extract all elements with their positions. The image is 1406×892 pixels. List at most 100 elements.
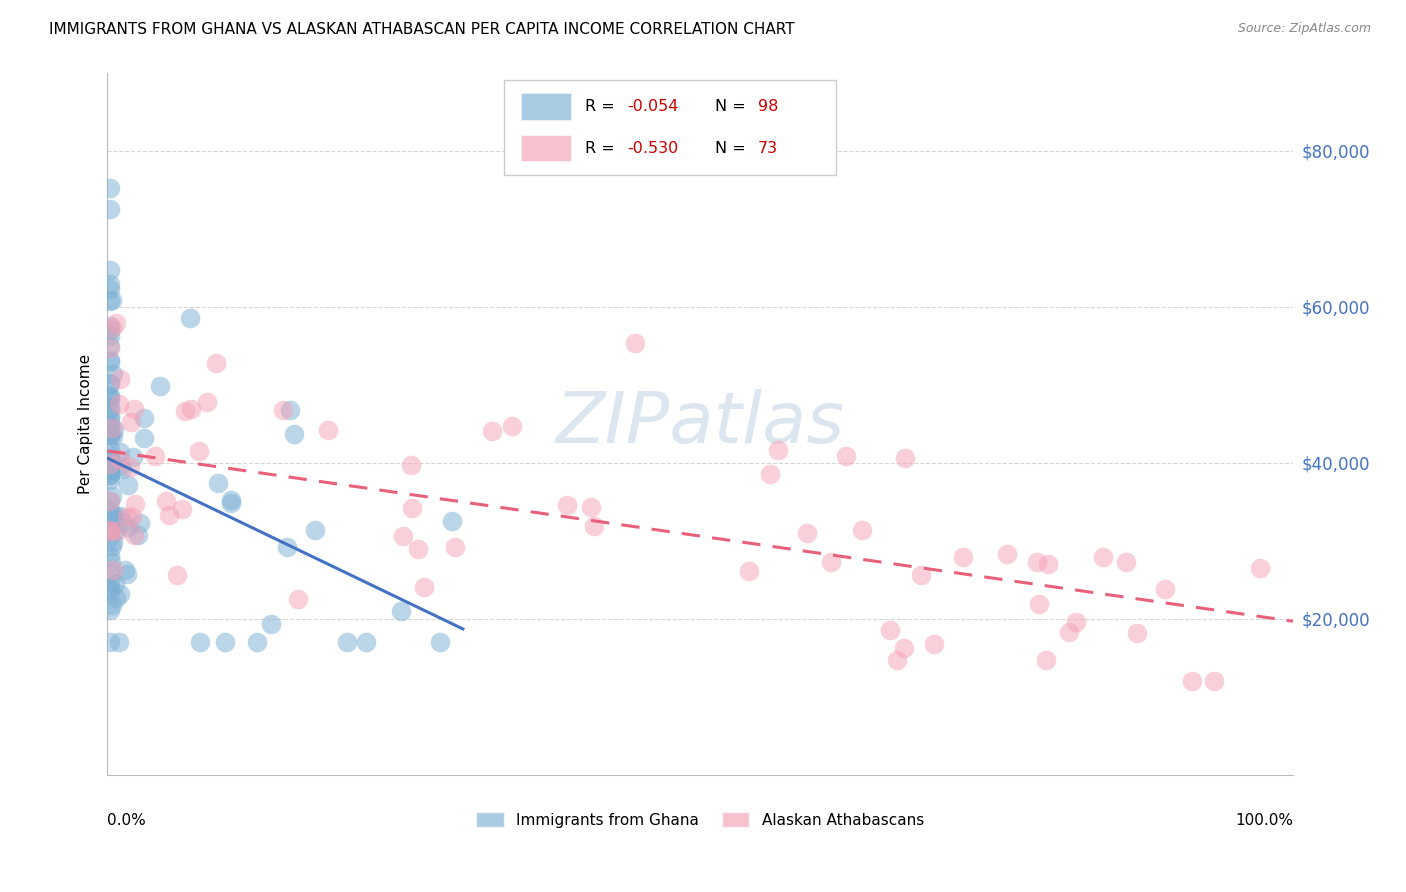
Point <box>124 401 146 416</box>
Point <box>583 519 606 533</box>
Point <box>180 402 202 417</box>
Point <box>356 635 378 649</box>
Point <box>98 393 121 408</box>
Point <box>98 390 121 404</box>
Point <box>101 367 124 381</box>
Point <box>98 454 121 468</box>
Point <box>444 540 467 554</box>
Point <box>174 404 197 418</box>
Point <box>1036 557 1059 571</box>
Point <box>98 376 121 391</box>
Y-axis label: Per Capita Income: Per Capita Income <box>79 354 93 494</box>
Point <box>117 478 139 492</box>
Point <box>98 523 121 537</box>
Point <box>98 494 121 508</box>
Point <box>1057 624 1080 639</box>
Point <box>1035 653 1057 667</box>
Point <box>149 379 172 393</box>
Point <box>166 567 188 582</box>
Point <box>894 451 917 466</box>
Point <box>1064 615 1087 629</box>
Point <box>108 451 131 466</box>
Point <box>104 524 127 539</box>
Point <box>98 574 121 589</box>
Point <box>188 443 211 458</box>
Point <box>555 498 578 512</box>
Point <box>195 395 218 409</box>
Text: -0.530: -0.530 <box>627 141 679 155</box>
Point <box>1025 555 1047 569</box>
Point <box>98 428 121 442</box>
Point <box>122 527 145 541</box>
Point <box>98 520 121 534</box>
Point <box>759 467 782 482</box>
Point <box>98 465 121 479</box>
Point <box>101 539 124 553</box>
Point <box>501 418 523 433</box>
Point <box>336 635 359 649</box>
Point <box>108 509 131 524</box>
Point <box>624 336 647 351</box>
Point <box>278 402 301 417</box>
Point <box>1181 674 1204 689</box>
Point <box>1126 626 1149 640</box>
Point <box>100 293 122 307</box>
Point <box>100 555 122 569</box>
Point <box>219 496 242 510</box>
Point <box>101 562 124 576</box>
Point <box>995 547 1018 561</box>
Point <box>851 523 873 537</box>
Point <box>98 523 121 537</box>
Point <box>103 421 125 435</box>
Point <box>1115 555 1137 569</box>
Point <box>110 459 132 474</box>
Text: 73: 73 <box>758 141 779 155</box>
Point <box>98 442 121 457</box>
Point <box>768 442 790 457</box>
Point <box>98 635 121 649</box>
Point <box>98 181 121 195</box>
Point <box>98 473 121 487</box>
Point <box>922 637 945 651</box>
Bar <box>522 94 571 120</box>
Point <box>283 426 305 441</box>
Point <box>100 421 122 435</box>
Point <box>481 425 503 439</box>
Point <box>207 475 229 490</box>
Point <box>98 530 121 544</box>
Point <box>170 502 193 516</box>
Point <box>101 428 124 442</box>
Point <box>98 494 121 508</box>
Point <box>1202 674 1225 689</box>
Point <box>98 402 121 417</box>
Point <box>1092 549 1115 564</box>
Point <box>132 410 155 425</box>
Point <box>879 623 901 637</box>
Point <box>98 524 121 538</box>
Point <box>108 635 131 649</box>
Point <box>98 602 121 616</box>
Point <box>108 371 131 385</box>
Text: 0.0%: 0.0% <box>107 814 146 829</box>
Point <box>1154 582 1177 596</box>
Point <box>952 550 974 565</box>
Point <box>98 341 121 355</box>
Point <box>98 457 121 471</box>
Point <box>108 587 131 601</box>
Point <box>214 635 236 649</box>
Point <box>124 497 146 511</box>
Point <box>738 564 761 578</box>
Point <box>98 467 121 482</box>
Text: R =: R = <box>585 99 620 114</box>
Point <box>98 463 121 477</box>
Point <box>1250 560 1272 574</box>
Point <box>98 582 121 596</box>
Point <box>98 448 121 462</box>
Point <box>134 431 156 445</box>
Point <box>104 591 127 606</box>
FancyBboxPatch shape <box>505 80 837 175</box>
Point <box>101 489 124 503</box>
Point <box>440 514 463 528</box>
Point <box>98 566 121 580</box>
Point <box>120 459 142 474</box>
